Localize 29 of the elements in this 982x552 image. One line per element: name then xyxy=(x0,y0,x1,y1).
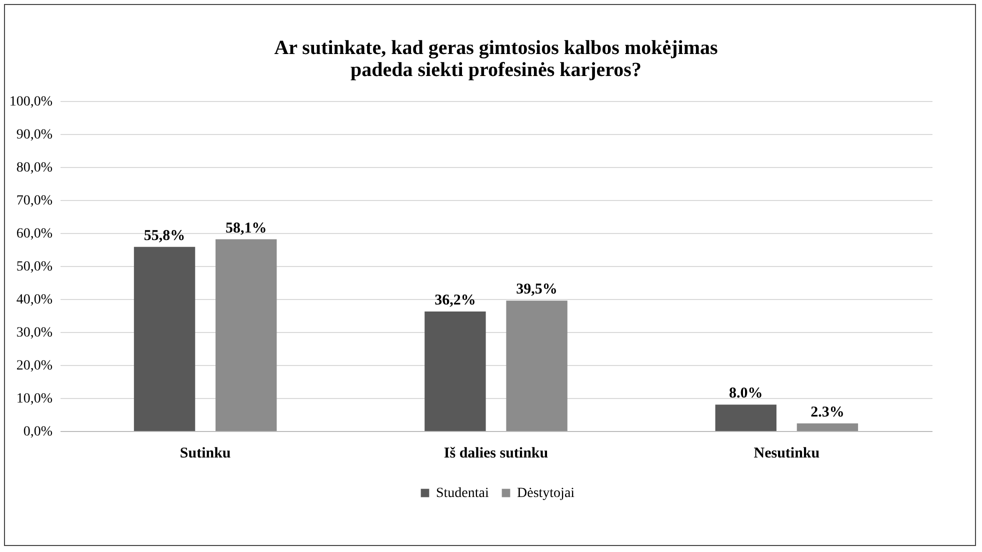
bar xyxy=(506,300,568,431)
x-tick-label: Sutinku xyxy=(180,446,231,462)
y-tick-label: 50,0% xyxy=(16,260,53,274)
data-label: 8.0% xyxy=(728,386,763,402)
data-label: 55,8% xyxy=(144,228,186,244)
data-label: 39,5% xyxy=(516,282,558,298)
y-tick-label: 40,0% xyxy=(16,292,53,308)
x-tick-label: Nesutinku xyxy=(754,446,820,462)
y-tick-label: 0,0% xyxy=(23,424,53,440)
data-label: 2.3% xyxy=(810,404,844,420)
bar xyxy=(216,239,277,431)
y-tick-label: 20,0% xyxy=(16,358,53,374)
data-label: 58,1% xyxy=(226,220,267,236)
legend-label: Dėstytojai xyxy=(517,486,575,501)
y-tick-label: 100,0% xyxy=(9,94,53,110)
bar xyxy=(796,423,858,431)
y-tick-label: 10,0% xyxy=(16,392,53,406)
chart-title: Ar sutinkate, kad geras gimtosios kalbos mokėjimas padeda siekti profesinės karjeros? xyxy=(274,37,718,81)
y-tick-label: 80,0% xyxy=(16,160,53,176)
bar xyxy=(134,246,196,431)
x-tick-label: Iš dalies sutinku xyxy=(444,446,548,462)
y-tick-label: 90,0% xyxy=(16,128,53,142)
data-label: 36,2% xyxy=(434,292,476,309)
y-tick-label: 70,0% xyxy=(16,194,53,208)
bar xyxy=(424,312,486,431)
y-tick-label: 60,0% xyxy=(16,226,53,242)
y-tick-label: 30,0% xyxy=(16,326,53,340)
legend-label: Studentai xyxy=(436,486,489,501)
bar xyxy=(715,404,776,431)
